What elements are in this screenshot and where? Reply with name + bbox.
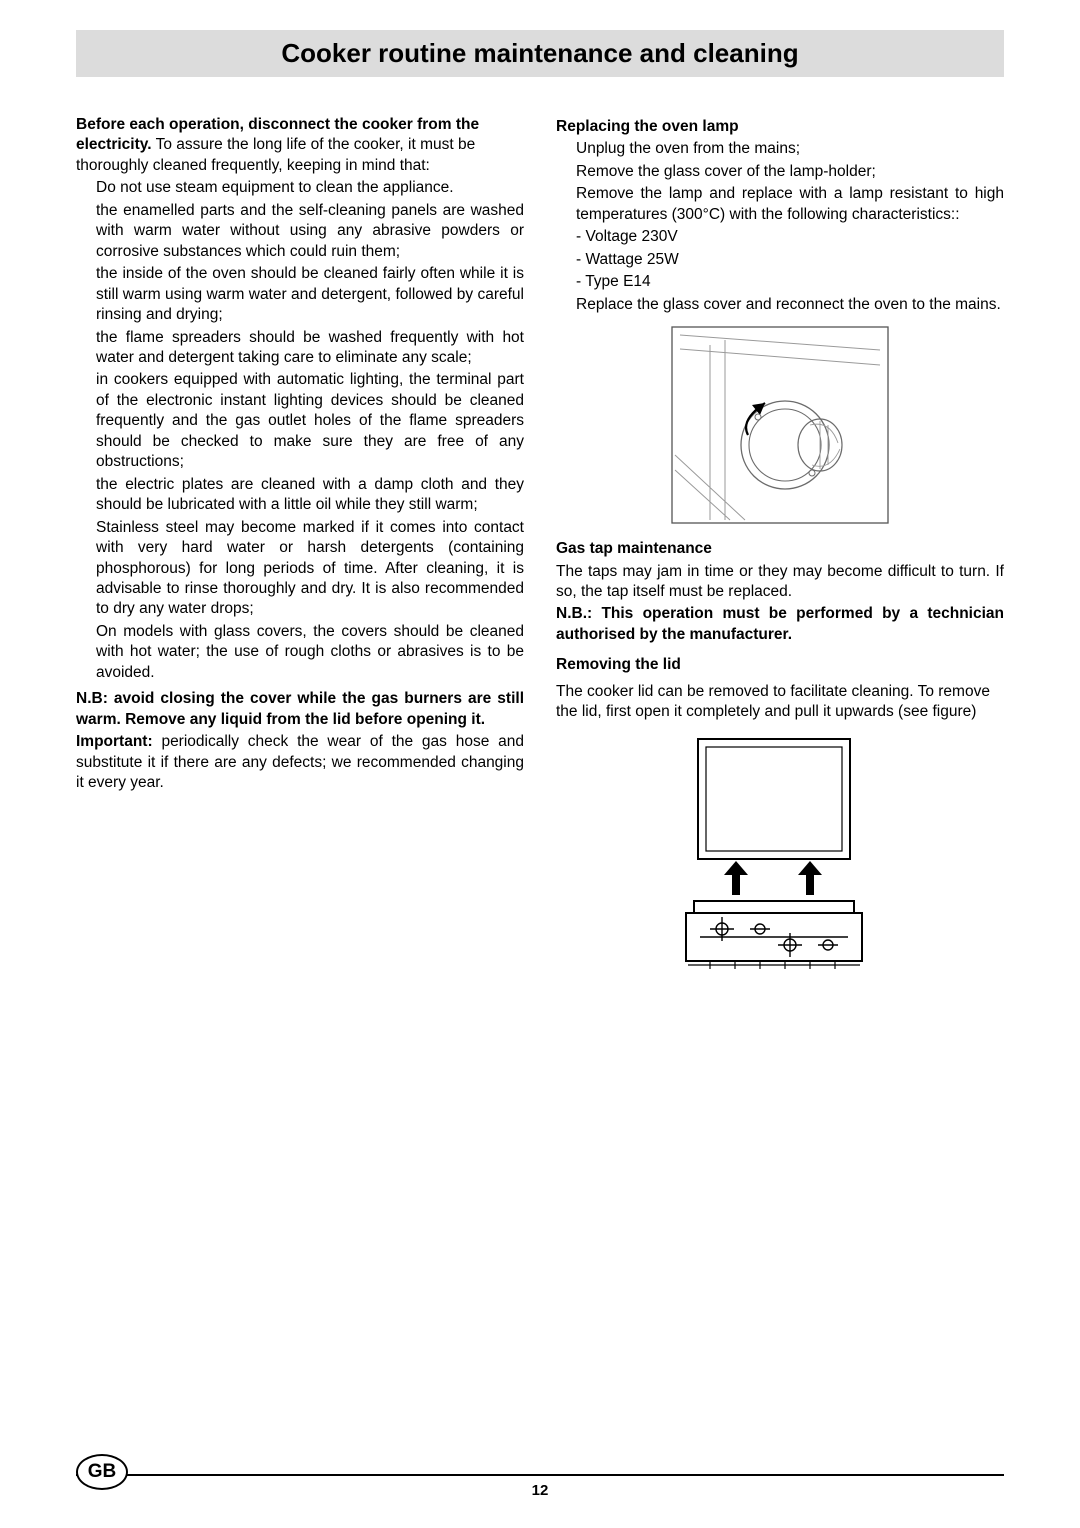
important-paragraph: Important: periodically check the wear o…	[76, 732, 524, 793]
gas-paragraph: The taps may jam in time or they may bec…	[556, 562, 1004, 603]
lamp-step: Unplug the oven from the mains;	[576, 139, 1004, 159]
intro-paragraph: Before each operation, disconnect the co…	[76, 115, 524, 176]
section-title-lamp: Replacing the oven lamp	[556, 117, 1004, 137]
page-title: Cooker routine maintenance and cleaning	[76, 38, 1004, 69]
right-column: Replacing the oven lamp Unplug the oven …	[556, 115, 1004, 987]
bullet-list: Do not use steam equipment to clean the …	[76, 178, 524, 683]
language-badge: GB	[76, 1454, 128, 1490]
lamp-diagram-icon	[670, 325, 890, 525]
bullet-item: the electric plates are cleaned with a d…	[96, 475, 524, 516]
bullet-item: On models with glass covers, the covers …	[96, 622, 524, 683]
bullet-item: the inside of the oven should be cleaned…	[96, 264, 524, 325]
section-title-lid: Removing the lid	[556, 655, 1004, 675]
lamp-spec: - Type E14	[576, 272, 1004, 292]
nb-note: N.B: avoid closing the cover while the g…	[76, 689, 524, 730]
lid-paragraph: The cooker lid can be removed to facilit…	[556, 682, 1004, 723]
page-number: 12	[532, 1482, 549, 1499]
lamp-spec: - Voltage 230V	[576, 227, 1004, 247]
bullet-item: the enamelled parts and the self-cleanin…	[96, 201, 524, 262]
section-title-gas: Gas tap maintenance	[556, 539, 1004, 559]
page-footer: GB 12	[76, 1474, 1004, 1500]
lid-diagram-icon	[680, 733, 870, 973]
bullet-item: Stainless steel may become marked if it …	[96, 518, 524, 620]
bullet-item: in cookers equipped with automatic light…	[96, 370, 524, 472]
left-column: Before each operation, disconnect the co…	[76, 115, 524, 987]
figure-lamp-wrap	[556, 325, 1004, 525]
bullet-item: Do not use steam equipment to clean the …	[96, 178, 524, 198]
lamp-instructions: Unplug the oven from the mains; Remove t…	[556, 139, 1004, 315]
lamp-spec: - Wattage 25W	[576, 250, 1004, 270]
lamp-step: Remove the glass cover of the lamp-holde…	[576, 162, 1004, 182]
title-bar: Cooker routine maintenance and cleaning	[76, 30, 1004, 77]
figure-lid-wrap	[556, 733, 1004, 973]
content-columns: Before each operation, disconnect the co…	[76, 115, 1004, 987]
bullet-item: the flame spreaders should be washed fre…	[96, 328, 524, 369]
gas-nb: N.B.: This operation must be performed b…	[556, 604, 1004, 645]
lamp-step: Replace the glass cover and reconnect th…	[576, 295, 1004, 315]
important-lead: Important:	[76, 733, 153, 750]
lamp-step: Remove the lamp and replace with a lamp …	[576, 184, 1004, 225]
